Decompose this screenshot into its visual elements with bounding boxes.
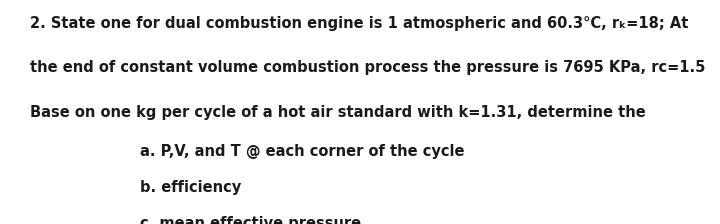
Text: 2. State one for dual combustion engine is 1 atmospheric and 60.3°C, rₖ=18; At: 2. State one for dual combustion engine …	[30, 16, 688, 31]
Text: a. P,V, and T @ each corner of the cycle: a. P,V, and T @ each corner of the cycle	[140, 144, 465, 159]
Text: c. mean effective pressure: c. mean effective pressure	[140, 216, 361, 224]
Text: b. efficiency: b. efficiency	[140, 180, 242, 195]
Text: Base on one kg per cycle of a hot air standard with k=1.31, determine the: Base on one kg per cycle of a hot air st…	[30, 105, 646, 120]
Text: the end of constant volume combustion process the pressure is 7695 KPa, rᴄ=1.5: the end of constant volume combustion pr…	[30, 60, 706, 75]
